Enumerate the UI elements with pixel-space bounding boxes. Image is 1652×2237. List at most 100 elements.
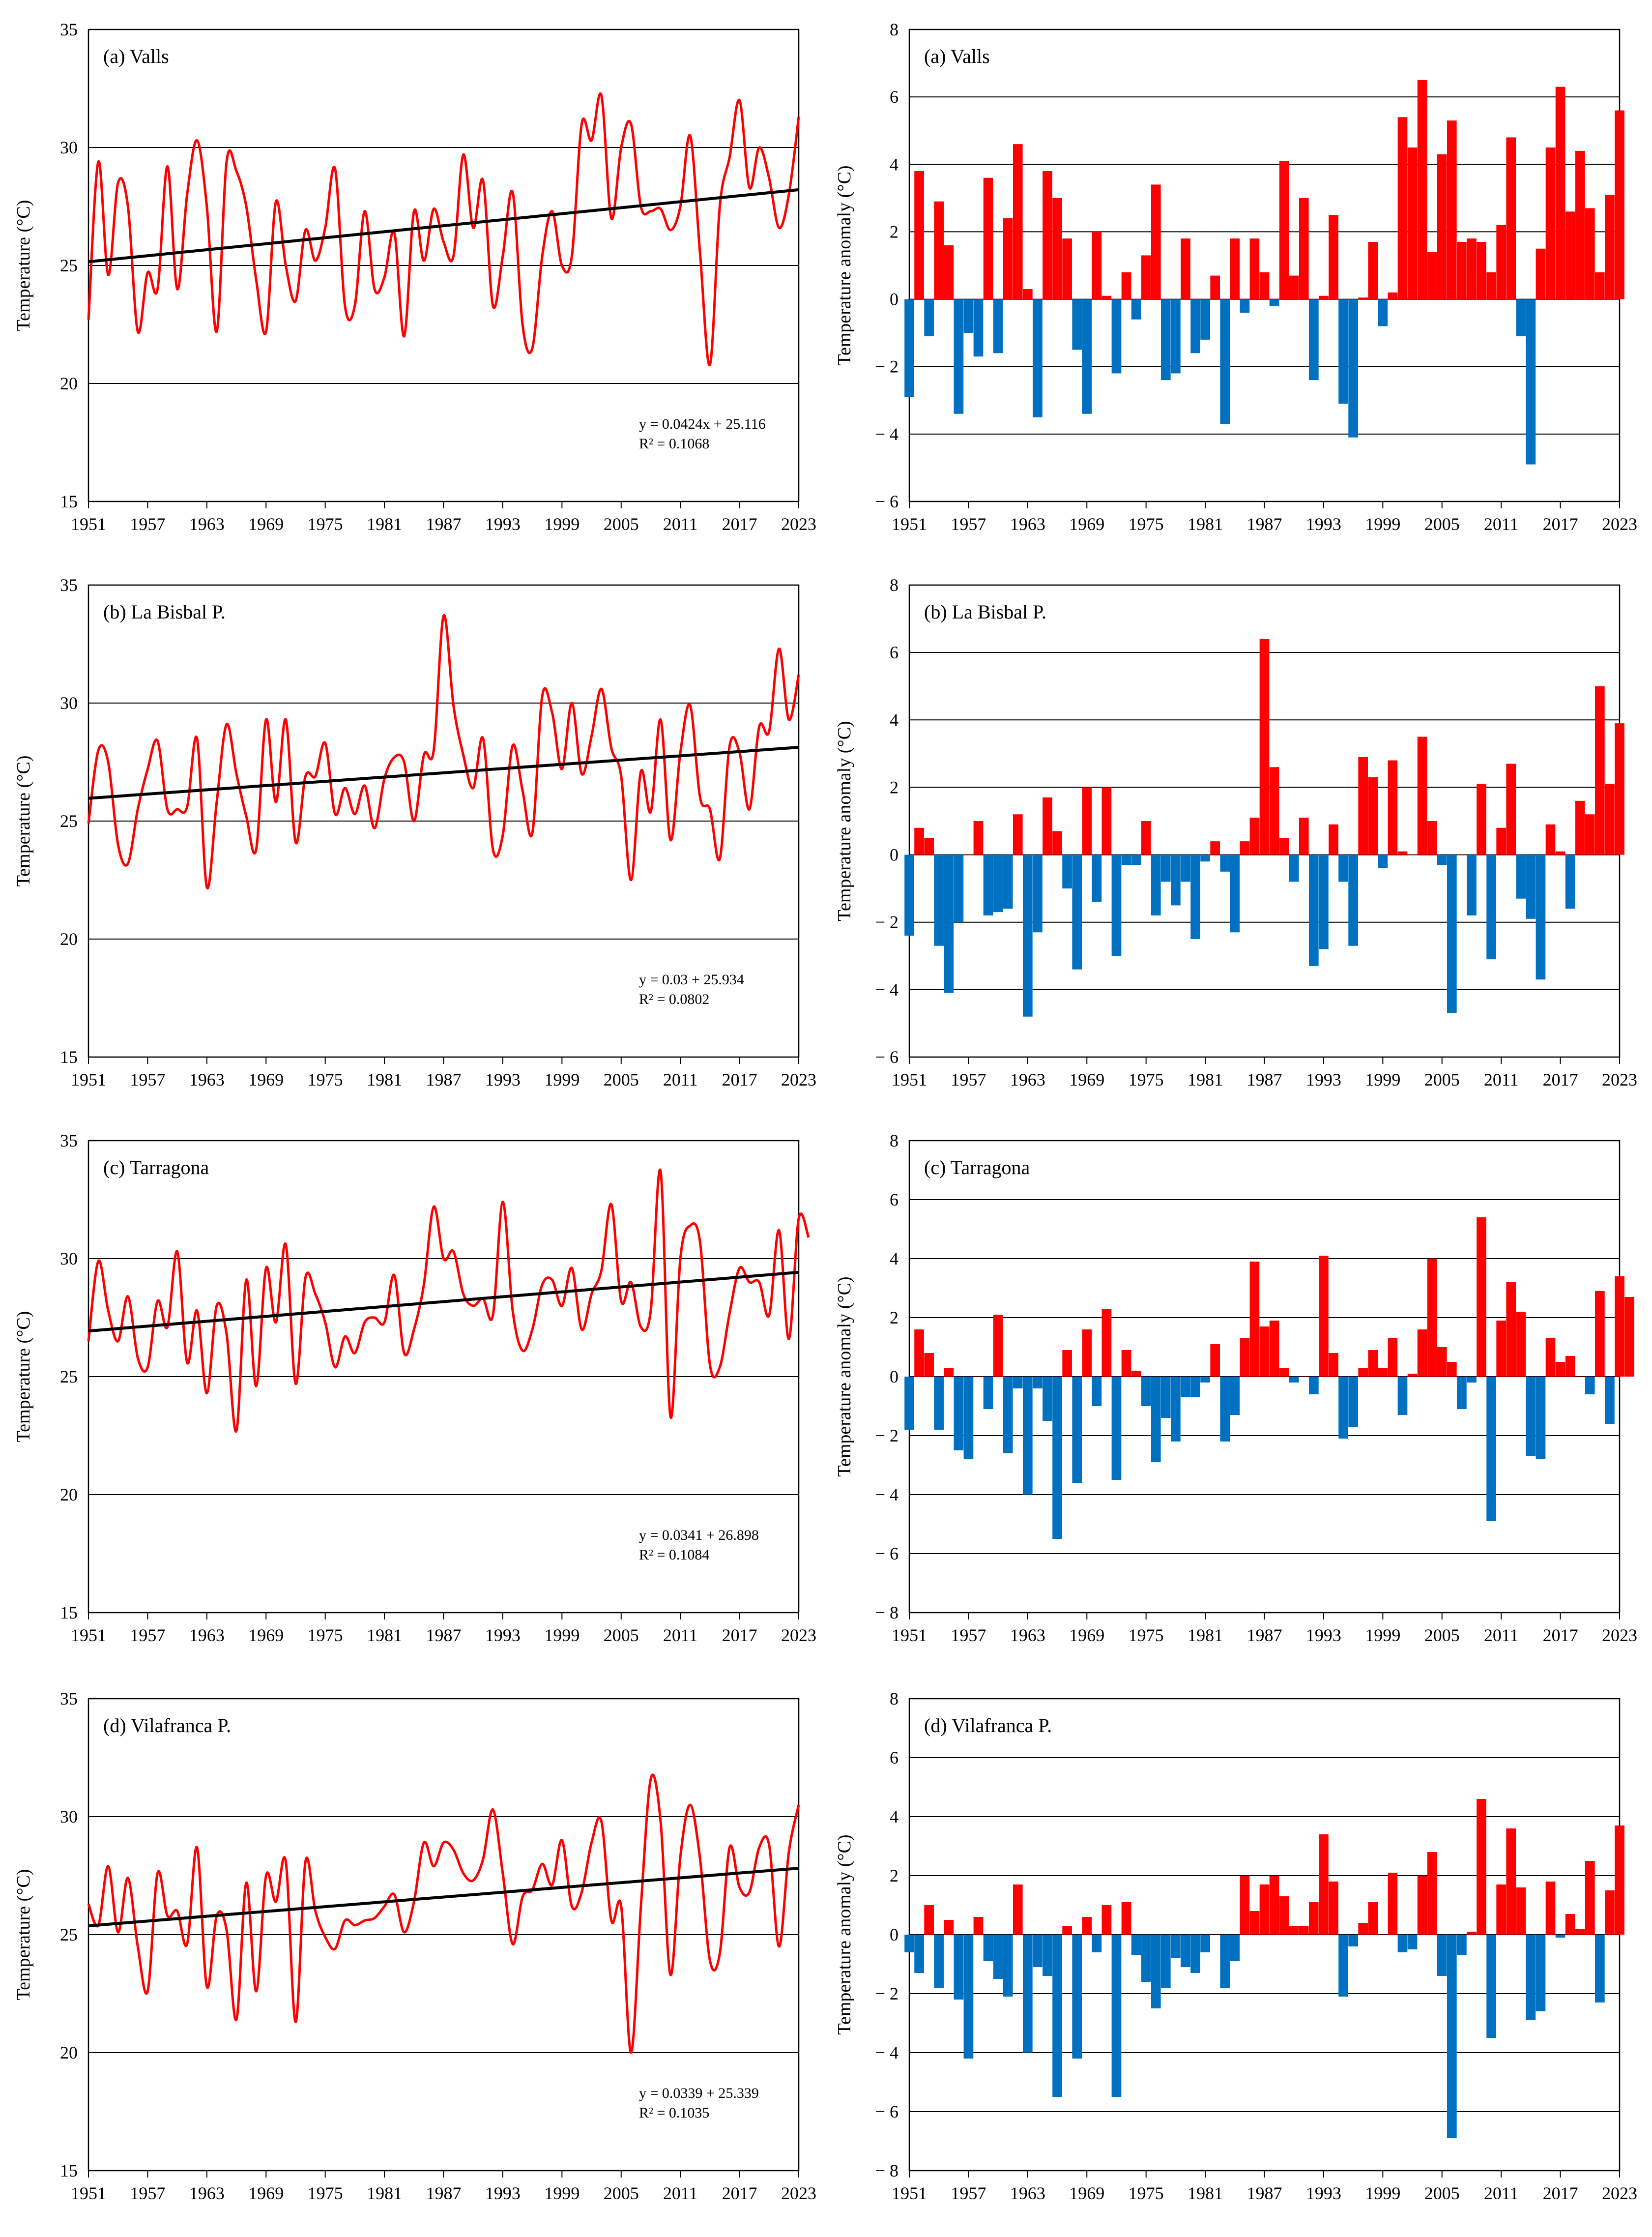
x-tick-label: 2005 [604, 1070, 639, 1089]
negative-anomaly-bar [1111, 1935, 1122, 2097]
x-tick-label: 1975 [1129, 2183, 1164, 2203]
x-tick-label: 1981 [367, 514, 402, 534]
negative-anomaly-bar [1289, 1377, 1299, 1383]
x-tick-label: 1951 [892, 1625, 927, 1645]
positive-anomaly-bar [1299, 1926, 1309, 1935]
positive-anomaly-bar [1388, 292, 1398, 299]
x-tick-label: 1957 [951, 1070, 986, 1089]
y-tick-label: 4 [890, 710, 898, 730]
panel-label: (a) Valls [924, 45, 990, 67]
y-tick-label: 30 [60, 1807, 78, 1826]
positive-anomaly-bar [1397, 117, 1408, 299]
negative-anomaly-bar [1190, 1377, 1200, 1397]
positive-anomaly-bar [1319, 295, 1329, 299]
y-tick-label: − 8 [875, 2161, 898, 2180]
positive-anomaly-bar [1259, 1326, 1270, 1377]
positive-anomaly-bar [1289, 275, 1299, 299]
positive-anomaly-bar [924, 1353, 934, 1377]
y-tick-label: 15 [60, 1603, 78, 1622]
positive-anomaly-bar [1595, 272, 1605, 299]
positive-anomaly-bar [1013, 144, 1023, 299]
y-tick-label: − 2 [875, 357, 898, 377]
negative-anomaly-bar [1309, 854, 1319, 966]
negative-anomaly-bar [1240, 299, 1250, 313]
negative-anomaly-bar [1348, 299, 1358, 438]
positive-anomaly-bar [1496, 827, 1507, 855]
negative-anomaly-bar [1309, 1377, 1319, 1394]
x-tick-label: 1987 [1247, 514, 1282, 534]
positive-anomaly-bar [1249, 1911, 1260, 1935]
positive-anomaly-bar [1417, 1329, 1427, 1377]
x-tick-label: 2011 [663, 514, 698, 534]
negative-anomaly-bar [1397, 1377, 1408, 1415]
x-tick-label: 1975 [1129, 1070, 1164, 1089]
negative-anomaly-bar [1160, 1377, 1171, 1418]
trend-equation: y = 0.0424x + 25.116 [639, 416, 766, 432]
positive-anomaly-bar [1615, 110, 1624, 299]
negative-anomaly-bar [1486, 1377, 1496, 1521]
negative-anomaly-bar [1200, 1935, 1210, 1952]
positive-anomaly-bar [1575, 150, 1585, 299]
positive-anomaly-bar [1595, 1291, 1605, 1377]
positive-anomaly-bar [973, 1917, 984, 1935]
negative-anomaly-bar [1072, 854, 1082, 970]
x-tick-label: 1987 [1247, 2183, 1282, 2203]
positive-anomaly-bar [1605, 784, 1615, 855]
x-tick-label: 1999 [544, 514, 580, 534]
y-tick-label: 8 [890, 20, 898, 39]
negative-anomaly-bar [1003, 1935, 1013, 1997]
positive-anomaly-bar [1368, 777, 1378, 855]
x-tick-label: 1993 [1306, 514, 1341, 534]
negative-anomaly-bar [1141, 1935, 1151, 1982]
x-tick-label: 1957 [951, 1625, 986, 1645]
positive-anomaly-bar [1624, 1297, 1634, 1377]
positive-anomaly-bar [973, 821, 984, 855]
positive-anomaly-bar [1506, 764, 1516, 855]
positive-anomaly-bar [1417, 736, 1427, 855]
positive-anomaly-bar [1259, 1884, 1270, 1935]
r-squared: R² = 0.1068 [639, 436, 709, 452]
positive-anomaly-bar [1536, 248, 1546, 299]
negative-anomaly-bar [1526, 1377, 1536, 1456]
negative-anomaly-bar [1092, 1377, 1102, 1406]
positive-anomaly-bar [1062, 238, 1072, 299]
y-tick-label: 20 [60, 374, 78, 393]
positive-anomaly-bar [1269, 1876, 1279, 1935]
negative-anomaly-bar [1378, 299, 1388, 326]
temperature-series-line [87, 92, 800, 367]
y-tick-label: 4 [890, 1807, 898, 1826]
x-tick-label: 2005 [604, 1625, 639, 1645]
x-tick-label: 1993 [485, 1625, 521, 1645]
positive-anomaly-bar [1299, 818, 1309, 855]
positive-anomaly-bar [914, 827, 924, 855]
negative-anomaly-bar [1230, 854, 1240, 933]
x-tick-label: 2005 [604, 2183, 639, 2203]
x-tick-label: 1957 [951, 514, 986, 534]
positive-anomaly-bar [1043, 797, 1052, 855]
x-tick-label: 1957 [951, 2183, 986, 2203]
x-tick-label: 1963 [189, 514, 225, 534]
positive-anomaly-bar [1555, 87, 1565, 299]
negative-anomaly-bar [993, 1935, 1003, 1979]
x-tick-label: 1957 [130, 2183, 165, 2203]
chart-vilafranca_temp: 15 20 25 30 35 1951 1957 1963 1969 1975 1981 1987 19… [13, 1689, 816, 2203]
positive-anomaly-bar [914, 171, 924, 299]
x-tick-label: 2017 [722, 514, 757, 534]
positive-anomaly-bar [1615, 1276, 1624, 1377]
positive-anomaly-bar [1052, 831, 1062, 855]
x-tick-label: 1969 [1069, 1625, 1104, 1645]
positive-anomaly-bar [1082, 1329, 1092, 1377]
positive-anomaly-bar [1437, 1347, 1447, 1377]
negative-anomaly-bar [993, 299, 1003, 353]
panel-label: (b) La Bisbal P. [103, 601, 226, 623]
positive-anomaly-bar [1417, 1876, 1427, 1935]
negative-anomaly-bar [983, 1377, 993, 1409]
negative-anomaly-bar [1111, 299, 1122, 374]
positive-anomaly-bar [1269, 767, 1279, 855]
negative-anomaly-bar [1131, 299, 1141, 320]
positive-anomaly-bar [1516, 1887, 1526, 1935]
positive-anomaly-bar [1555, 851, 1565, 855]
positive-anomaly-bar [1249, 1262, 1260, 1377]
x-tick-label: 1957 [130, 514, 165, 534]
x-tick-label: 2005 [1424, 514, 1460, 534]
